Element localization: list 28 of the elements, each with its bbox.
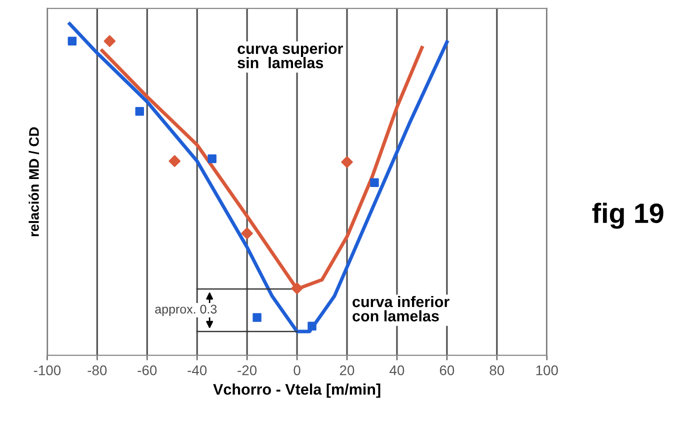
x-axis-title: Vchorro - Vtela [m/min] — [213, 384, 380, 398]
x-tick-label: -100 — [34, 365, 61, 376]
x-tick-label: 40 — [390, 365, 404, 376]
point — [308, 322, 316, 331]
point — [370, 178, 379, 187]
x-tick-label: 20 — [340, 365, 354, 376]
point — [104, 35, 116, 47]
annotation: curva inferior con lamelas — [352, 296, 450, 322]
annotation: curva superior sin lamelas — [238, 42, 343, 68]
caption: fig 19 — [592, 202, 664, 229]
x-tick-label: -60 — [138, 365, 157, 376]
point — [252, 313, 262, 322]
point — [68, 36, 77, 46]
y-axis-title: relación MD / CD — [28, 127, 40, 236]
x-tick-label: -40 — [188, 365, 207, 376]
point — [341, 156, 353, 168]
x-tick-label: 80 — [490, 365, 504, 376]
x-tick-label: 0 — [294, 365, 300, 376]
x-tick-label: 100 — [536, 365, 558, 376]
point — [168, 155, 180, 167]
point — [135, 106, 144, 116]
point — [208, 154, 216, 164]
x-tick-label: -20 — [238, 365, 257, 376]
x-tick-label: -80 — [88, 365, 107, 376]
annotation: approx. 0.3 — [155, 304, 217, 316]
point — [241, 227, 253, 240]
point — [291, 282, 303, 294]
x-tick-label: 60 — [440, 365, 454, 376]
